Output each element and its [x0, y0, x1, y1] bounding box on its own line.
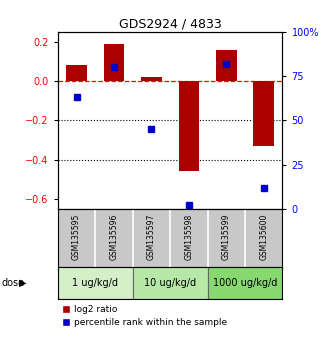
Text: GSM135600: GSM135600: [259, 213, 268, 260]
Bar: [208, 267, 282, 299]
Text: ▶: ▶: [19, 278, 26, 288]
Text: 1 ug/kg/d: 1 ug/kg/d: [72, 278, 118, 288]
Text: 1000 ug/kg/d: 1000 ug/kg/d: [213, 278, 277, 288]
Text: dose: dose: [2, 278, 25, 288]
Title: GDS2924 / 4833: GDS2924 / 4833: [119, 18, 221, 31]
Bar: [133, 267, 208, 299]
Text: 10 ug/kg/d: 10 ug/kg/d: [144, 278, 196, 288]
Text: GSM135597: GSM135597: [147, 213, 156, 260]
Legend: log2 ratio, percentile rank within the sample: log2 ratio, percentile rank within the s…: [62, 306, 227, 327]
Text: GSM135596: GSM135596: [109, 213, 118, 260]
Bar: [178, 81, 199, 171]
Bar: [66, 65, 87, 81]
Bar: [141, 77, 162, 81]
Bar: [216, 50, 237, 81]
Text: GSM135598: GSM135598: [184, 213, 193, 260]
Text: GSM135595: GSM135595: [72, 213, 81, 260]
Bar: [58, 267, 133, 299]
Text: GSM135599: GSM135599: [222, 213, 231, 260]
Bar: [104, 44, 124, 81]
Bar: [254, 81, 274, 146]
